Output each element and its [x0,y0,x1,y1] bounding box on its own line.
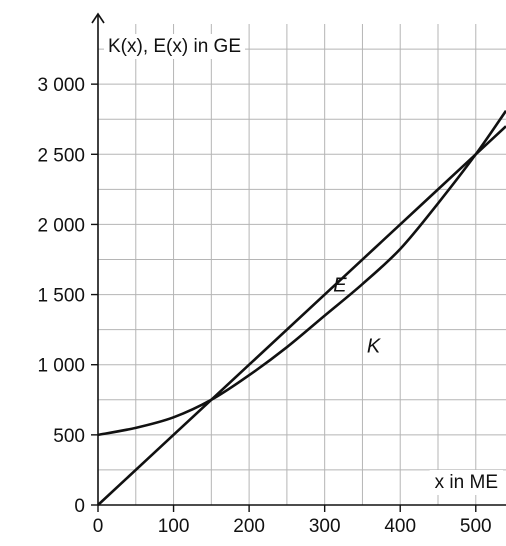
y-tick-label: 2 000 [37,215,85,236]
y-axis-title-background [104,34,246,59]
series-line-E [97,125,506,506]
x-axis-title: x in ME [435,472,498,493]
y-tick-label: 3 000 [37,75,85,96]
series-label-K: K [367,336,382,358]
labels: K(x), E(x) in GE x in ME E K [104,34,503,495]
series-line-K [97,110,506,437]
axes [91,12,506,506]
y-tick-label: 1 500 [37,286,85,307]
x-tick-label: 500 [460,516,492,537]
x-tick-label: 0 [93,516,104,537]
ticks: 0 100 200 300 400 500 0 500 1 000 1 500 2 000 2 500… [37,75,491,537]
series-label-E: E [333,275,347,297]
x-tick-label: 100 [158,516,190,537]
y-axis-arrow-icon [91,12,105,24]
x-tick-label: 200 [233,516,265,537]
x-tick-label: 400 [384,516,416,537]
y-tick-label: 0 [74,496,85,517]
y-tick-label: 1 000 [37,356,85,377]
y-tick-label: 500 [53,426,85,447]
y-tick-label: 2 500 [37,145,85,166]
x-axis-title-background [429,470,503,495]
curves [97,110,506,506]
grid [98,24,506,505]
x-tick-label: 300 [309,516,341,537]
y-axis-title: K(x), E(x) in GE [108,36,241,57]
